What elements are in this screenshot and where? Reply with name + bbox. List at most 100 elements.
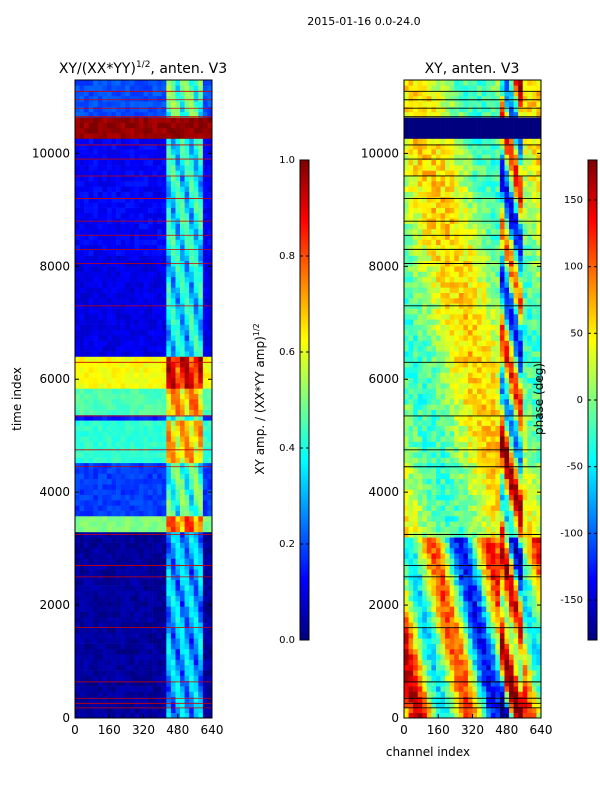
phase-cell <box>435 547 441 554</box>
phase-cell <box>458 632 464 639</box>
phase-cell <box>426 585 432 591</box>
amplitude-cell <box>111 569 117 575</box>
phase-cell <box>536 563 542 570</box>
amplitude-cell <box>134 478 140 485</box>
amplitude-cell <box>116 574 121 581</box>
amplitude-cell <box>111 361 117 368</box>
phase-cell <box>536 521 542 527</box>
phase-cell <box>486 611 492 618</box>
phase-cell <box>426 526 432 533</box>
amplitude-cell <box>193 489 199 495</box>
amplitude-cell <box>75 244 80 251</box>
phase-cell <box>477 702 482 708</box>
phase-cell <box>413 686 418 692</box>
amplitude-cell <box>138 149 144 155</box>
amplitude-cell <box>125 351 131 357</box>
amplitude-cell <box>116 558 121 565</box>
phase-cell <box>481 702 487 708</box>
amplitude-cell <box>202 590 208 597</box>
amplitude-cell <box>170 420 176 426</box>
phase-cell <box>435 643 441 650</box>
amplitude-cell <box>134 457 140 464</box>
amplitude-cell <box>93 452 99 458</box>
amplitude-cell <box>175 186 181 192</box>
amplitude-cell <box>75 702 80 708</box>
amplitude-cell <box>157 680 163 687</box>
phase-cell <box>472 547 478 554</box>
amplitude-cell <box>79 558 85 565</box>
amplitude-cell <box>106 393 112 400</box>
amplitude-cell <box>166 117 172 123</box>
amplitude-cell <box>120 239 126 246</box>
amplitude-cell <box>84 510 89 517</box>
amplitude-cell <box>148 638 153 644</box>
phase-cell <box>408 616 414 623</box>
amplitude-cell <box>116 117 121 123</box>
phase-cell <box>435 500 441 506</box>
amplitude-cell <box>157 271 163 278</box>
amplitude-cell <box>116 500 121 506</box>
amplitude-cell <box>134 212 140 219</box>
amplitude-cell <box>143 473 149 480</box>
amplitude-cell <box>180 478 185 485</box>
amplitude-cell <box>88 627 94 634</box>
amplitude-cell <box>138 462 144 469</box>
amplitude-cell <box>106 526 112 533</box>
amplitude-cell <box>138 244 144 251</box>
amplitude-cell <box>116 351 121 357</box>
amplitude-cell <box>189 377 195 384</box>
phase-cell <box>467 654 473 660</box>
phase-cell <box>440 601 446 607</box>
amplitude-cell <box>116 414 121 421</box>
amplitude-cell <box>88 106 94 113</box>
amplitude-cell <box>175 292 181 299</box>
phase-cell <box>504 505 510 511</box>
amplitude-cell <box>79 712 85 719</box>
amplitude-cell <box>102 425 108 432</box>
amplitude-cell <box>152 659 158 666</box>
amplitude-cell <box>184 601 190 607</box>
phase-cell <box>463 675 469 682</box>
phase-cell <box>527 654 533 660</box>
phase-cell <box>486 542 492 549</box>
phase-cell <box>531 510 537 517</box>
amplitude-cell <box>189 154 195 161</box>
phase-cell <box>449 553 455 559</box>
amplitude-cell <box>148 143 153 150</box>
amplitude-cell <box>111 500 117 506</box>
amplitude-cell <box>161 196 167 203</box>
amplitude-cell <box>189 404 195 410</box>
amplitude-cell <box>184 542 190 549</box>
amplitude-cell <box>116 404 121 410</box>
amplitude-cell <box>202 542 208 549</box>
amplitude-cell <box>202 670 208 676</box>
phase-cell <box>509 707 514 713</box>
amplitude-cell <box>75 324 80 331</box>
amplitude-cell <box>207 313 213 320</box>
amplitude-cell <box>189 85 195 91</box>
phase-cell <box>490 680 496 687</box>
amplitude-cell <box>157 196 163 203</box>
amplitude-cell <box>180 675 185 682</box>
amplitude-cell <box>125 430 131 437</box>
amplitude-cell <box>88 579 94 586</box>
amplitude-cell <box>102 457 108 464</box>
phase-cell <box>417 707 423 713</box>
phase-cell <box>531 521 537 527</box>
phase-cell <box>454 643 460 650</box>
amplitude-cell <box>134 111 140 118</box>
amplitude-cell <box>143 505 149 511</box>
amplitude-cell <box>143 696 149 703</box>
amplitude-cell <box>143 648 149 655</box>
amplitude-cell <box>111 393 117 400</box>
amplitude-cell <box>161 441 167 448</box>
amplitude-cell <box>170 367 176 373</box>
amplitude-cell <box>170 234 176 240</box>
phase-cell <box>440 569 446 575</box>
amplitude-cell <box>93 266 99 272</box>
amplitude-cell <box>193 691 199 698</box>
amplitude-cell <box>116 170 121 176</box>
amplitude-cell <box>93 553 99 559</box>
amplitude-cell <box>152 452 158 458</box>
amplitude-cell <box>79 500 85 506</box>
